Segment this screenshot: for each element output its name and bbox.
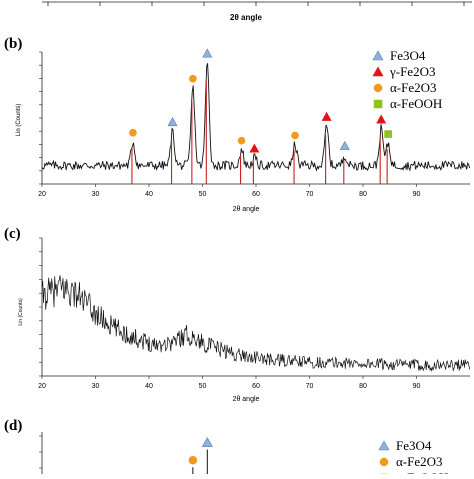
legend-marker-gamma_fe2o3 <box>373 67 383 76</box>
panel-b-x-tick-label: 90 <box>413 191 421 198</box>
panel-b-marker-fe3o4 <box>203 49 212 57</box>
legend-label-alpha_feooh: α-FeOOH <box>390 96 442 111</box>
panel-b-x-axis-label: 2θ angle <box>233 206 260 213</box>
panel-c-x-tick-label: 50 <box>199 383 207 390</box>
panel-b-x-tick-label: 30 <box>92 191 100 198</box>
panel-d-marker-fe3o4 <box>202 438 212 447</box>
panel-c-xrd-pattern <box>42 275 470 370</box>
legend-label-gamma_fe2o3: γ-Fe2O3 <box>389 64 435 79</box>
panel-d-marker-alpha_fe2o3 <box>189 456 198 465</box>
panel-b-marker-gamma_fe2o3 <box>377 115 386 123</box>
panel-b-x-tick-label: 80 <box>359 191 367 198</box>
panel-b-marker-alpha_fe2o3 <box>291 132 299 140</box>
panel-c-y-axis-label: Lin (Counts) <box>18 298 24 326</box>
panel-b-y-axis-label: Lin (Counts) <box>16 104 22 137</box>
panel-b-phase-markers <box>129 49 392 152</box>
panel-b-x-tick-label: 60 <box>252 191 260 198</box>
panel-b-label: (b) <box>4 36 22 52</box>
panel-a-fragment: 2θ angle <box>42 2 472 22</box>
panel-c-axes: 20 30 40 50 60 70 80 90 <box>38 238 470 390</box>
panel-b-marker-alpha_fe2o3 <box>238 137 246 145</box>
panel-c: (c) Lin (Counts) 20 30 40 50 60 70 80 90 2θ ang… <box>4 226 470 403</box>
panel-b-marker-fe3o4 <box>168 118 177 126</box>
panel-a-x-axis-label: 2θ angle <box>230 13 262 22</box>
panel-b-marker-alpha_fe2o3 <box>129 129 137 137</box>
legend-d-label-alpha_feooh: α-FeOOH <box>396 470 448 474</box>
panel-a-x-ticks <box>48 2 464 6</box>
panel-c-x-tick-label: 70 <box>306 383 314 390</box>
legend-d-label-alpha_fe2o3: α-Fe2O3 <box>396 454 443 469</box>
legend-d-marker-alpha_fe2o3 <box>380 458 389 467</box>
legend-d-label-fe3o4: Fe3O4 <box>396 438 432 453</box>
panel-b-marker-gamma_fe2o3 <box>322 112 331 120</box>
panel-b-x-tick-label: 50 <box>199 191 207 198</box>
panel-b-x-tick-label: 40 <box>145 191 153 198</box>
panel-b-marker-gamma_fe2o3 <box>250 144 259 152</box>
legend-label-fe3o4: Fe3O4 <box>390 48 426 63</box>
panel-c-x-tick-label: 40 <box>145 383 153 390</box>
panel-d-label: (d) <box>4 418 22 434</box>
panel-b-x-tick-label: 70 <box>306 191 314 198</box>
panel-c-x-tick-label: 60 <box>252 383 260 390</box>
legend-d-marker-fe3o4 <box>379 441 389 450</box>
panel-b-x-tick-label: 20 <box>38 191 46 198</box>
panel-b-marker-alpha_feooh <box>384 130 392 138</box>
panel-c-x-tick-label: 90 <box>413 383 421 390</box>
panel-c-label: (c) <box>4 226 21 242</box>
legend-marker-fe3o4 <box>373 51 383 60</box>
panel-d-axes <box>39 432 42 474</box>
panel-c-x-tick-label: 30 <box>92 383 100 390</box>
legend-marker-alpha_feooh <box>374 100 383 109</box>
panel-c-x-tick-label: 20 <box>38 383 46 390</box>
panel-d-phase-markers <box>189 438 213 465</box>
panel-c-x-tick-label: 80 <box>359 383 367 390</box>
panel-b: (b) Lin (Counts) 20 30 40 50 60 70 80 90 Fe3O4γ… <box>4 36 470 213</box>
legend-label-alpha_fe2o3: α-Fe2O3 <box>390 80 437 95</box>
legend-marker-alpha_fe2o3 <box>374 84 383 93</box>
panel-b-marker-alpha_fe2o3 <box>189 75 197 83</box>
panel-b-marker-fe3o4 <box>340 141 349 149</box>
panel-c-x-axis-label: 2θ angle <box>233 396 260 403</box>
